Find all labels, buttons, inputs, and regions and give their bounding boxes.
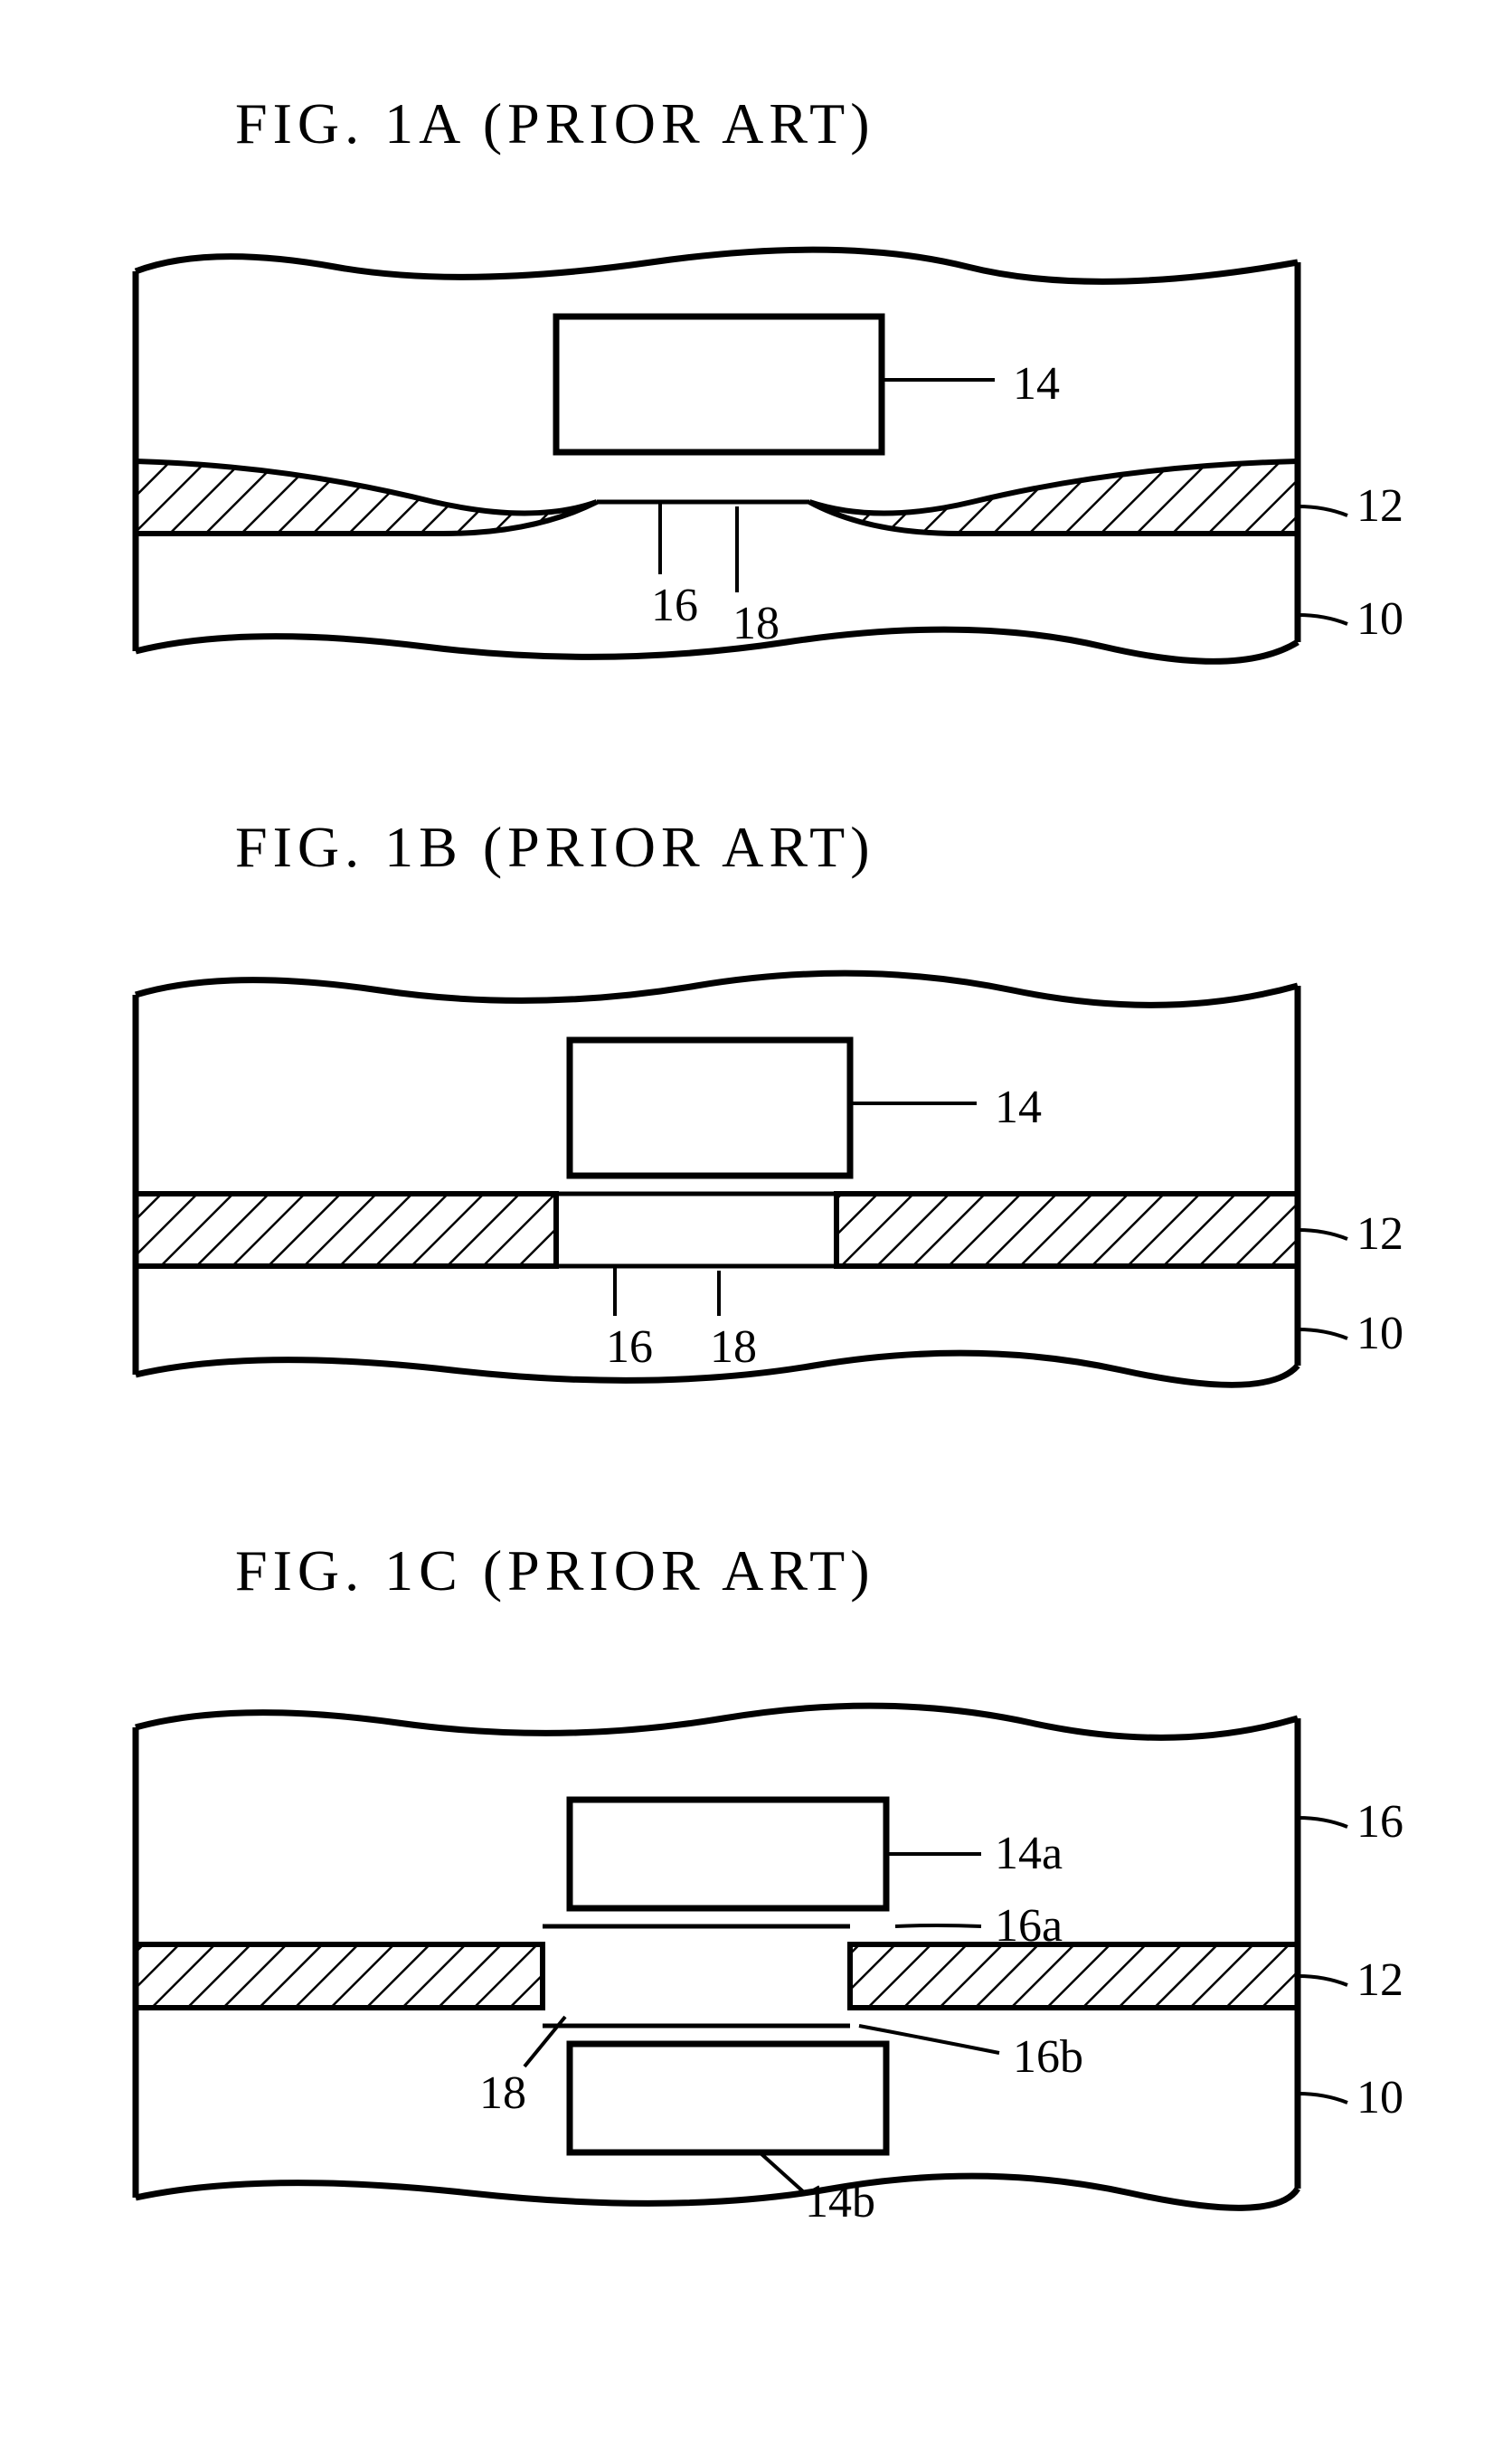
- label-1b-12: 12: [1356, 1207, 1403, 1261]
- label-1a-12: 12: [1356, 479, 1403, 533]
- label-1a-14: 14: [1013, 357, 1060, 411]
- figure-title-1b: FIG. 1B (PRIOR ART): [235, 814, 875, 881]
- label-1c-14a: 14a: [995, 1827, 1063, 1880]
- label-1c-14b: 14b: [805, 2175, 875, 2228]
- label-1a-16: 16: [651, 579, 698, 632]
- figure-title-1c: FIG. 1C (PRIOR ART): [235, 1537, 875, 1604]
- label-1b-14: 14: [995, 1081, 1042, 1134]
- label-1b-18: 18: [710, 1320, 757, 1374]
- label-1c-12: 12: [1356, 1953, 1403, 2007]
- label-1c-18: 18: [479, 2067, 526, 2120]
- label-1c-16: 16: [1356, 1795, 1403, 1849]
- figure-title-1a: FIG. 1A (PRIOR ART): [235, 90, 875, 157]
- label-1b-10: 10: [1356, 1307, 1403, 1360]
- label-1b-16: 16: [606, 1320, 653, 1374]
- label-1c-10: 10: [1356, 2071, 1403, 2124]
- label-1a-18: 18: [732, 597, 780, 650]
- diagram-1c: 14a 16a 16 12 16b 10 18 14b: [109, 1691, 1420, 2238]
- label-1c-16a: 16a: [995, 1899, 1063, 1953]
- label-1c-16b: 16b: [1013, 2030, 1083, 2084]
- label-1a-10: 10: [1356, 592, 1403, 646]
- diagram-1a: 14 16 18 12 10: [109, 235, 1420, 674]
- diagram-1b: 14 16 18 12 10: [109, 959, 1420, 1397]
- page: FIG. 1A (PRIOR ART): [0, 0, 1512, 2459]
